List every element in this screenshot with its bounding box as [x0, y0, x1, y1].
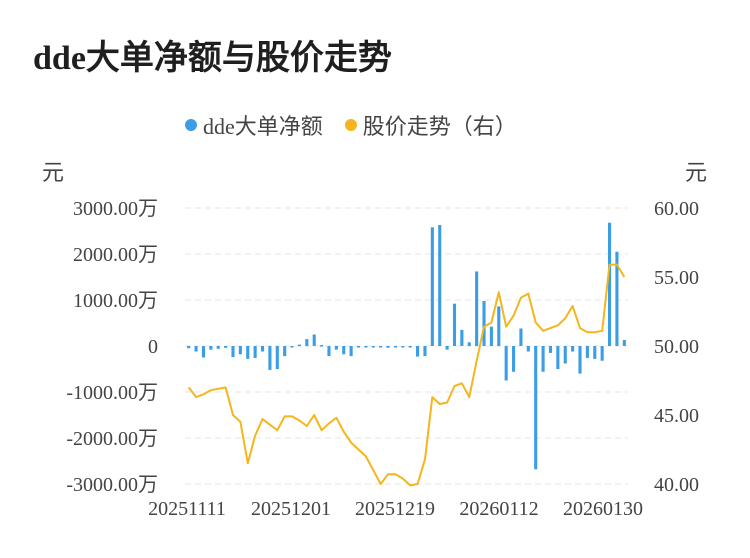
left-tick-label: 2000.00万 — [73, 244, 158, 266]
dde-bar[interactable] — [238, 346, 242, 355]
dde-bar[interactable] — [268, 346, 272, 370]
x-tick-label: 20260130 — [563, 498, 643, 520]
dde-bar[interactable] — [578, 346, 582, 374]
left-axis-unit: 元 — [42, 160, 65, 185]
dde-bar[interactable] — [246, 346, 250, 359]
dde-bar[interactable] — [519, 328, 523, 346]
dde-bar[interactable] — [275, 346, 279, 369]
dde-bar[interactable] — [201, 346, 206, 358]
dde-bar[interactable] — [290, 346, 294, 348]
dde-bar[interactable] — [563, 346, 567, 364]
x-tick-label: 20260112 — [459, 498, 538, 520]
right-tick-label: 60.00 — [654, 198, 699, 220]
dde-bar[interactable] — [512, 346, 516, 372]
legend-item-price[interactable]: 股价走势（右） — [344, 109, 517, 141]
dde-bar[interactable] — [393, 346, 397, 348]
dde-bar[interactable] — [356, 346, 361, 348]
left-tick-label: 1000.00万 — [73, 290, 158, 312]
dde-bar[interactable] — [467, 342, 471, 346]
chart-title: dde大单净额与股价走势 — [33, 40, 392, 77]
left-tick-label: 0 — [148, 336, 158, 358]
left-tick-label: -2000.00万 — [66, 428, 158, 450]
dde-bar[interactable] — [423, 346, 427, 357]
dde-bar[interactable] — [320, 345, 324, 347]
dde-bar[interactable] — [622, 340, 626, 346]
line-series — [187, 263, 626, 487]
dde-bar[interactable] — [371, 346, 375, 348]
dde-bar[interactable] — [187, 346, 191, 349]
left-tick-label: -3000.00万 — [66, 474, 158, 496]
dde-bar[interactable] — [408, 346, 412, 348]
dde-bar[interactable] — [489, 326, 493, 346]
dde-bar[interactable] — [548, 346, 553, 353]
price-line[interactable] — [187, 263, 626, 487]
dde-bar[interactable] — [386, 346, 390, 348]
dde-bar[interactable] — [364, 346, 368, 348]
dde-bar[interactable] — [585, 346, 589, 358]
dde-bar[interactable] — [607, 222, 612, 346]
dde-bar[interactable] — [445, 346, 449, 350]
dde-bar[interactable] — [401, 346, 405, 348]
dde-bar[interactable] — [460, 329, 464, 346]
dde-bar[interactable] — [260, 346, 265, 352]
bar-series — [187, 222, 626, 470]
legend-line-marker — [344, 119, 357, 131]
left-tick-label: -1000.00万 — [66, 382, 158, 404]
legend-label-dde: dde大单净额 — [203, 114, 323, 139]
dde-bar[interactable] — [452, 303, 457, 346]
left-axis: 3000.00万 2000.00万 1000.00万 0 -1000.00万 -2000.… — [66, 198, 158, 496]
dde-bar[interactable] — [342, 346, 346, 355]
dde-bar[interactable] — [194, 346, 198, 352]
right-axis-unit: 元 — [685, 160, 708, 185]
dde-bar[interactable] — [379, 346, 383, 348]
dde-bar[interactable] — [253, 346, 257, 358]
dde-bar[interactable] — [593, 346, 597, 359]
legend-bar-marker — [185, 119, 197, 131]
dde-bar[interactable] — [438, 225, 442, 346]
x-tick-label: 20251219 — [355, 498, 435, 520]
dde-bar[interactable] — [571, 346, 575, 352]
dde-bar[interactable] — [224, 346, 228, 348]
dde-bar[interactable] — [416, 346, 420, 357]
dde-bar[interactable] — [216, 346, 220, 349]
dde-bar[interactable] — [497, 306, 501, 346]
dde-bar[interactable] — [349, 346, 353, 357]
dde-bar[interactable] — [430, 227, 434, 346]
dde-bar[interactable] — [600, 346, 604, 361]
dde-bar[interactable] — [297, 344, 301, 347]
x-tick-label: 20251111 — [148, 498, 226, 520]
right-tick-label: 45.00 — [654, 405, 699, 427]
grid-lines — [185, 207, 628, 485]
right-tick-label: 50.00 — [654, 336, 699, 358]
dde-bar[interactable] — [305, 339, 309, 346]
right-tick-label: 55.00 — [654, 267, 699, 289]
dde-bar[interactable] — [482, 300, 486, 346]
legend-item-dde[interactable]: dde大单净额 — [185, 109, 323, 141]
dde-bar[interactable] — [334, 346, 338, 350]
dde-bar[interactable] — [283, 346, 287, 357]
left-tick-label: 3000.00万 — [73, 198, 158, 220]
legend: dde大单净额 股价走势（右） — [185, 108, 539, 142]
dde-bar[interactable] — [556, 346, 560, 369]
dde-bar[interactable] — [541, 346, 545, 372]
legend-label-price: 股价走势（右） — [362, 114, 517, 139]
x-axis: 20251111 20251201 20251219 20260112 20260130 — [148, 498, 643, 520]
dde-bar[interactable] — [312, 334, 316, 347]
right-tick-label: 40.00 — [654, 474, 699, 496]
dde-bar[interactable] — [615, 251, 619, 346]
dde-bar[interactable] — [231, 346, 235, 358]
dde-bar[interactable] — [327, 346, 331, 357]
dde-bar[interactable] — [526, 346, 530, 352]
dde-bar[interactable] — [475, 271, 479, 346]
dde-bar[interactable] — [504, 346, 508, 381]
dde-bar[interactable] — [534, 346, 538, 470]
x-tick-label: 20251201 — [251, 498, 331, 520]
dde-bar[interactable] — [209, 346, 213, 350]
right-axis: 60.00 55.00 50.00 45.00 40.00 — [654, 198, 699, 496]
